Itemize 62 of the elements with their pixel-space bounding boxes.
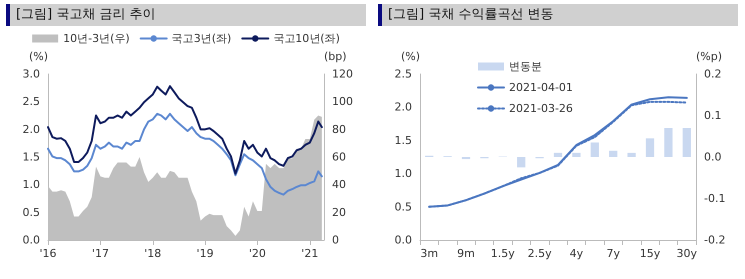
y2-tick-label: 20	[332, 206, 346, 219]
bar	[554, 152, 562, 157]
x-tick-label: '20	[248, 247, 266, 260]
y-tick-label: 2.0	[394, 100, 412, 114]
x-tick-label: '21	[301, 247, 318, 260]
y-axis-title: (%)	[400, 50, 420, 63]
legend-label: 변동분	[509, 60, 542, 73]
y-tick-label: 1.5	[22, 150, 40, 164]
y2-tick-label: -0.2	[704, 234, 726, 246]
bar	[609, 150, 618, 157]
y2-axis-title: (%p)	[696, 50, 722, 63]
y2-tick-label: 60	[332, 150, 346, 164]
bar	[682, 128, 691, 157]
bar	[627, 152, 636, 157]
x-tick-label: 4y	[570, 247, 584, 260]
x-tick-label: 15y	[640, 247, 661, 260]
y-tick-label: 0.0	[394, 234, 412, 246]
chart-title: [그림] 국채 수익률곡선 변동	[378, 4, 738, 26]
y-axis-title: (%)	[28, 50, 48, 63]
legend-label: 국고10년(좌)	[273, 32, 340, 45]
x-tick-label: '17	[92, 247, 109, 260]
y-tick-label: 1.0	[394, 167, 412, 180]
line-series	[47, 85, 323, 175]
y2-tick-label: 0	[332, 234, 339, 246]
y2-tick-label: -0.1	[704, 192, 726, 205]
x-tick-label: 7y	[606, 247, 620, 260]
legend-label: 국고3년(좌)	[172, 32, 232, 45]
legend-label: 2021-03-26	[509, 102, 573, 115]
legend-label: 2021-04-01	[509, 81, 573, 94]
y2-tick-label: 0.1	[704, 109, 722, 122]
bar	[646, 138, 654, 157]
y-tick-label: 0.5	[22, 206, 40, 219]
y2-tick-label: 40	[332, 178, 346, 192]
y-tick-label: 3.0	[22, 68, 40, 80]
y-tick-label: 1.0	[22, 178, 40, 192]
y2-tick-label: 80	[332, 122, 346, 136]
y-tick-label: 0.0	[22, 234, 40, 246]
x-tick-label: 2.5y	[528, 247, 552, 260]
legend-label: 10년-3년(우)	[63, 32, 130, 45]
x-tick-label: 30y	[676, 247, 698, 260]
bar	[572, 152, 581, 157]
chart-title: [그림] 국고채 금리 추이	[6, 4, 366, 26]
bar	[664, 128, 673, 157]
y-tick-label: 0.5	[394, 200, 412, 214]
y2-axis-title: (bp)	[324, 50, 347, 63]
y2-tick-label: 0.0	[704, 150, 722, 164]
y-tick-label: 2.0	[22, 122, 40, 136]
x-tick-label: '16	[39, 247, 57, 260]
x-tick-label: '18	[144, 247, 162, 260]
y2-tick-label: 0.2	[704, 68, 722, 80]
y2-tick-label: 120	[332, 68, 353, 80]
y-tick-label: 1.5	[394, 134, 412, 147]
x-tick-label: 1.5y	[490, 247, 516, 260]
y-tick-label: 2.5	[22, 95, 40, 108]
x-tick-label: '19	[196, 247, 214, 260]
bar	[517, 157, 526, 168]
y2-tick-label: 100	[332, 95, 353, 108]
x-tick-label: 9m	[457, 247, 475, 260]
bar	[590, 142, 599, 157]
x-tick-label: 3m	[420, 247, 438, 260]
y-tick-label: 2.5	[394, 68, 412, 80]
line-series	[47, 112, 323, 196]
